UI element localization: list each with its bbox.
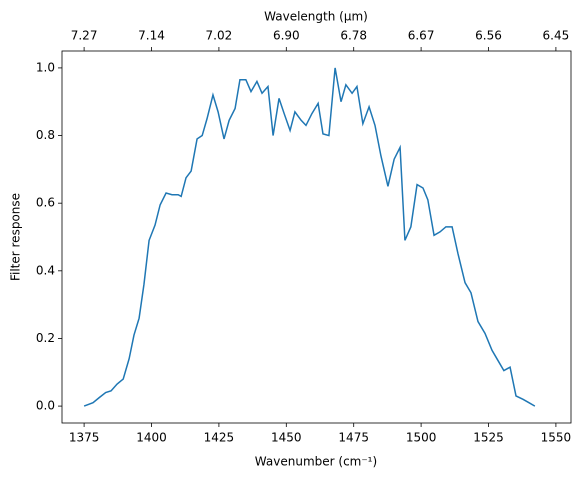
- x-tick-label: 1450: [271, 431, 302, 445]
- top-tick-label: 6.56: [475, 29, 502, 43]
- data-line: [83, 67, 536, 407]
- top-tick-label: 7.02: [206, 29, 233, 43]
- top-tick-label: 6.67: [408, 29, 435, 43]
- top-tick-label: 6.45: [543, 29, 570, 43]
- top-tick-label: 7.27: [71, 29, 98, 43]
- x-tick-label: 1425: [204, 431, 235, 445]
- top-tick-label: 6.78: [340, 29, 367, 43]
- top-tick-label: 6.90: [273, 29, 300, 43]
- y-axis-label: Filter response: [9, 193, 23, 281]
- top-tick-label: 7.14: [138, 29, 165, 43]
- y-tick-label: 0.8: [36, 128, 55, 142]
- plot-frame: [61, 50, 572, 424]
- top-axis-label: Wavelength (μm): [264, 10, 368, 24]
- y-tick-label: 0.6: [36, 196, 55, 210]
- x-tick-label: 1500: [406, 431, 437, 445]
- x-tick-label: 1525: [473, 431, 504, 445]
- x-tick-label: 1475: [338, 431, 369, 445]
- x-axis-label: Wavenumber (cm⁻¹): [255, 455, 377, 469]
- y-tick-label: 0.0: [36, 399, 55, 413]
- y-tick-label: 1.0: [36, 60, 55, 74]
- y-tick-label: 0.2: [36, 331, 55, 345]
- x-tick-label: 1550: [541, 431, 572, 445]
- x-tick-label: 1375: [69, 431, 100, 445]
- x-tick-label: 1400: [136, 431, 167, 445]
- y-tick-label: 0.4: [36, 263, 55, 277]
